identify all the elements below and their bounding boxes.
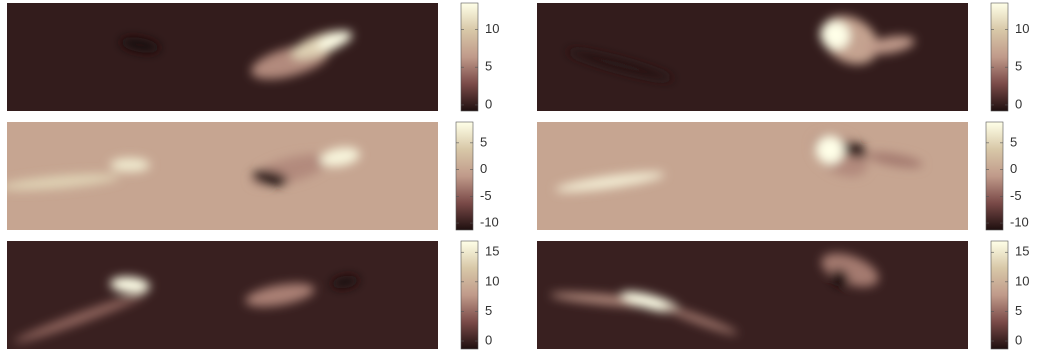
colorbar-tick-label: 5 bbox=[485, 303, 492, 318]
field-background bbox=[7, 241, 438, 349]
figure: 0 5 10 0 5 10 -10 -5 0 5 -10 -5 0 5 0 5 10 15 0 5 10 15 bbox=[0, 0, 1046, 356]
colorbar bbox=[461, 3, 478, 111]
panel: 0 5 10 15 bbox=[537, 241, 1029, 349]
field-background bbox=[537, 122, 968, 230]
panel: -10 -5 0 5 bbox=[0, 122, 499, 230]
colorbar bbox=[991, 241, 1008, 349]
colorbar bbox=[991, 3, 1008, 111]
panel: -10 -5 0 5 bbox=[537, 122, 1029, 230]
colorbar-tick-label: 15 bbox=[1015, 244, 1029, 259]
colorbar bbox=[986, 122, 1003, 230]
colorbar-tick-label: 5 bbox=[485, 59, 492, 74]
colorbar-tick-label: 10 bbox=[485, 21, 499, 36]
colorbar-tick-label: 10 bbox=[1015, 273, 1029, 288]
colorbar-tick-label: 0 bbox=[480, 161, 487, 176]
colorbar-tick-label: 5 bbox=[1015, 59, 1022, 74]
colorbar-tick-label: 10 bbox=[1015, 21, 1029, 36]
colorbar-tick-label: 0 bbox=[1015, 96, 1022, 111]
colorbar-tick-label: 10 bbox=[485, 273, 499, 288]
colorbar bbox=[456, 122, 473, 230]
colorbar-tick-label: -5 bbox=[1010, 188, 1022, 203]
colorbar-tick-label: -10 bbox=[1010, 214, 1029, 229]
colorbar bbox=[461, 241, 478, 349]
field-background bbox=[7, 3, 438, 111]
colorbar-tick-label: 0 bbox=[485, 332, 492, 347]
colorbar-tick-label: 0 bbox=[1015, 332, 1022, 347]
colorbar-tick-label: 5 bbox=[1015, 303, 1022, 318]
colorbar-tick-label: 15 bbox=[485, 244, 499, 259]
colorbar-tick-label: -10 bbox=[480, 214, 499, 229]
panel: 0 5 10 15 bbox=[7, 241, 499, 349]
colorbar-tick-label: 0 bbox=[485, 96, 492, 111]
field-feature bbox=[110, 158, 150, 172]
colorbar-tick-label: -5 bbox=[480, 188, 492, 203]
panel: 0 5 10 bbox=[537, 3, 1029, 111]
colorbar-tick-label: 5 bbox=[1010, 134, 1017, 149]
colorbar-tick-label: 5 bbox=[480, 134, 487, 149]
panel: 0 5 10 bbox=[7, 3, 499, 111]
colorbar-tick-label: 0 bbox=[1010, 161, 1017, 176]
